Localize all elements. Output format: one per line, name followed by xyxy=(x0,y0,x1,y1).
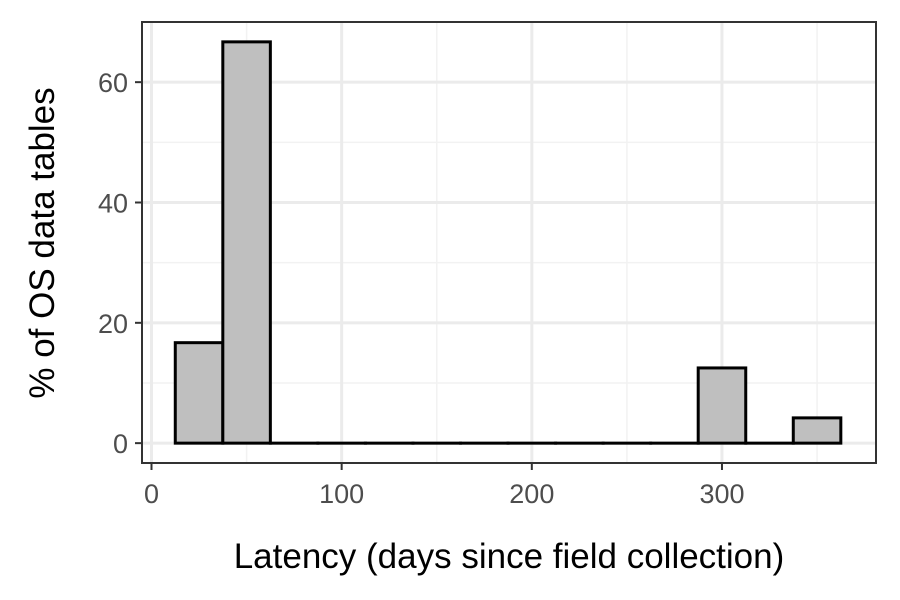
histogram-bar-13 xyxy=(791,416,843,445)
y-tick-label: 40 xyxy=(98,188,128,218)
histogram-bar-0 xyxy=(173,341,225,445)
y-tick-label: 20 xyxy=(98,309,128,339)
x-axis-title: Latency (days since field collection) xyxy=(234,537,785,576)
bars-layer xyxy=(173,40,843,445)
y-tick-label: 0 xyxy=(113,429,128,459)
histogram-bar-1 xyxy=(221,40,272,445)
panel-border xyxy=(141,21,877,464)
y-tick-label: 60 xyxy=(98,68,128,98)
histogram-bar-11 xyxy=(696,366,748,445)
x-tick-label: 300 xyxy=(699,479,744,509)
ticks-layer: 0 100 200 300 0 20 40 60 xyxy=(98,68,745,509)
x-tick-label: 200 xyxy=(509,479,554,509)
y-axis-title: % of OS data tables xyxy=(23,87,62,398)
x-tick-label: 100 xyxy=(319,479,364,509)
x-tick-label: 0 xyxy=(144,479,159,509)
